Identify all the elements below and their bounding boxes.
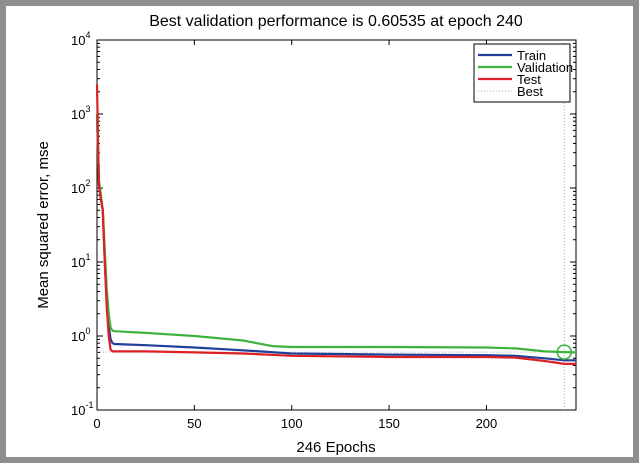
y-tick-label: 102 xyxy=(71,178,90,196)
legend-label-train: Train xyxy=(517,48,546,63)
y-tick-label: 104 xyxy=(71,30,90,48)
legend-label-best: Best xyxy=(517,84,543,99)
chart-title: Best validation performance is 0.60535 a… xyxy=(149,13,523,30)
x-axis-label: 246 Epochs xyxy=(296,439,375,456)
y-axis-label: Mean squared error, mse xyxy=(35,141,52,309)
best-point-marker xyxy=(556,344,573,360)
x-tick-label: 50 xyxy=(187,416,201,431)
y-tick-exponent: 1 xyxy=(85,252,90,262)
y-tick-label: 10-1 xyxy=(71,400,93,418)
y-tick-base: 10 xyxy=(71,107,85,122)
y-tick-exponent: -1 xyxy=(85,400,93,410)
series-line-test xyxy=(95,84,576,365)
y-tick-label: 101 xyxy=(71,252,90,270)
y-tick-base: 10 xyxy=(71,329,85,344)
x-tick-label: 0 xyxy=(93,416,100,431)
y-tick-label: 103 xyxy=(71,104,90,122)
x-tick-label: 100 xyxy=(281,416,303,431)
y-tick-base: 10 xyxy=(71,403,85,418)
y-tick-base: 10 xyxy=(71,181,85,196)
y-tick-label: 100 xyxy=(71,326,90,344)
y-tick-exponent: 4 xyxy=(85,30,90,40)
y-tick-exponent: 0 xyxy=(85,326,90,336)
x-tick-label: 150 xyxy=(378,416,400,431)
legend-box xyxy=(473,43,571,103)
y-tick-base: 10 xyxy=(71,255,85,270)
y-tick-exponent: 2 xyxy=(85,178,90,188)
legend-label-test: Test xyxy=(517,72,541,87)
y-tick-exponent: 3 xyxy=(85,104,90,114)
legend-label-validation: Validation xyxy=(517,60,573,75)
x-tick-label: 200 xyxy=(476,416,498,431)
y-tick-base: 10 xyxy=(71,33,85,48)
